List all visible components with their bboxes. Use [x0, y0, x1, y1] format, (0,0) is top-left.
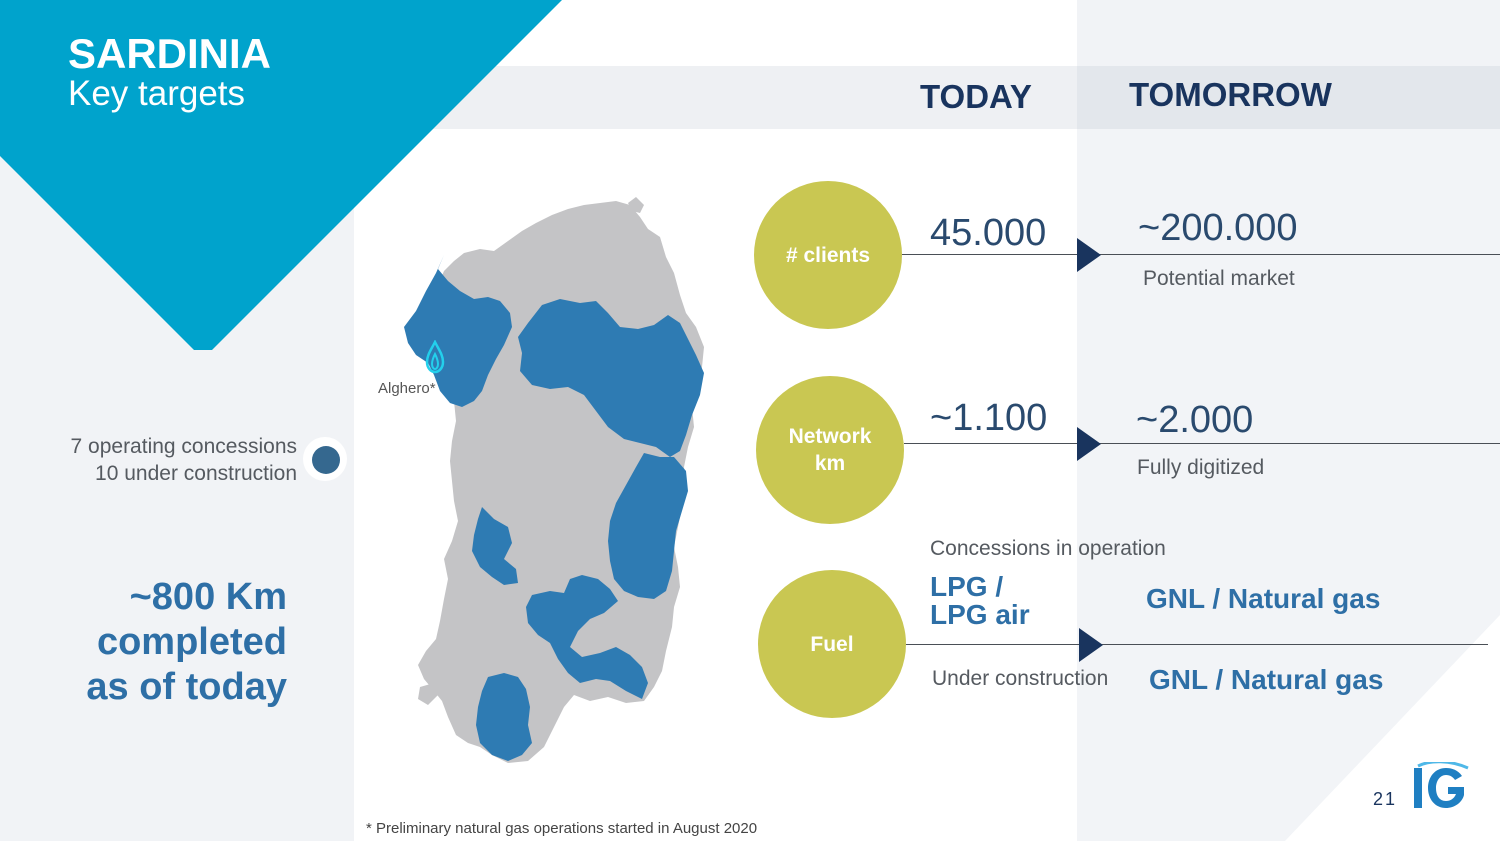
map-region-north-east [518, 299, 704, 457]
network-line [904, 443, 1500, 444]
ig-logo-icon [1414, 762, 1469, 808]
clients-circle: # clients [754, 181, 902, 329]
km-line1: ~800 Km [129, 576, 287, 618]
map-region-east [608, 453, 688, 599]
km-line2: completed [96, 621, 287, 663]
network-label-line2: km [814, 452, 846, 475]
network-label-line1: Network [788, 425, 872, 448]
network-today-value: ~1.100 [930, 397, 1048, 439]
concessions-line1: 7 operating concessions [70, 435, 297, 458]
km-line3: as of today [86, 666, 287, 708]
fuel-operation-today-line2: LPG air [930, 599, 1030, 630]
map-small-island [418, 683, 438, 705]
tomorrow-header: TOMORROW [1129, 76, 1332, 113]
tomorrow-header-band [1077, 66, 1500, 129]
clients-tomorrow-value: ~200.000 [1138, 207, 1298, 249]
network-tomorrow-note: Fully digitized [1137, 456, 1265, 479]
fuel-circle: Fuel [758, 570, 906, 718]
alghero-label: Alghero* [378, 380, 436, 397]
map-small-island-2 [628, 197, 644, 213]
fuel-operation-tomorrow: GNL / Natural gas [1146, 583, 1381, 614]
sardinia-map [404, 197, 704, 763]
network-tomorrow-value: ~2.000 [1136, 399, 1254, 441]
title-triangle-shape [0, 0, 562, 350]
clients-tomorrow-note: Potential market [1143, 267, 1295, 290]
corner-white-shape [1285, 615, 1500, 841]
fuel-operation-today-line1: LPG / [930, 571, 1004, 602]
fuel-label: Fuel [810, 632, 854, 656]
map-region-west-center [472, 507, 518, 585]
concessions-marker-dot [312, 446, 340, 474]
clients-arrow-icon [1077, 238, 1101, 272]
clients-label: # clients [785, 243, 871, 267]
slide-subtitle: Key targets [68, 74, 246, 113]
gas-flame-icon [425, 340, 445, 374]
fuel-arrow-icon [1079, 628, 1103, 662]
clients-today-value: 45.000 [930, 212, 1047, 254]
concessions-line2: 10 under construction [95, 462, 297, 485]
slide-title: SARDINIA [68, 30, 272, 77]
fuel-construction-label: Under construction [932, 667, 1109, 690]
network-arrow-icon [1077, 427, 1101, 461]
today-header: TODAY [920, 78, 1032, 115]
fuel-line [906, 644, 1488, 645]
footnote: * Preliminary natural gas operations sta… [366, 820, 758, 837]
page-number: 21 [1373, 789, 1398, 809]
fuel-construction-tomorrow: GNL / Natural gas [1149, 664, 1384, 695]
fuel-operation-label: Concessions in operation [930, 537, 1166, 560]
map-region-south-center [526, 575, 648, 699]
clients-line [902, 254, 1500, 255]
map-region-south-west [476, 673, 532, 761]
map-region-north-west [404, 245, 512, 407]
network-circle: Network km [756, 376, 904, 524]
